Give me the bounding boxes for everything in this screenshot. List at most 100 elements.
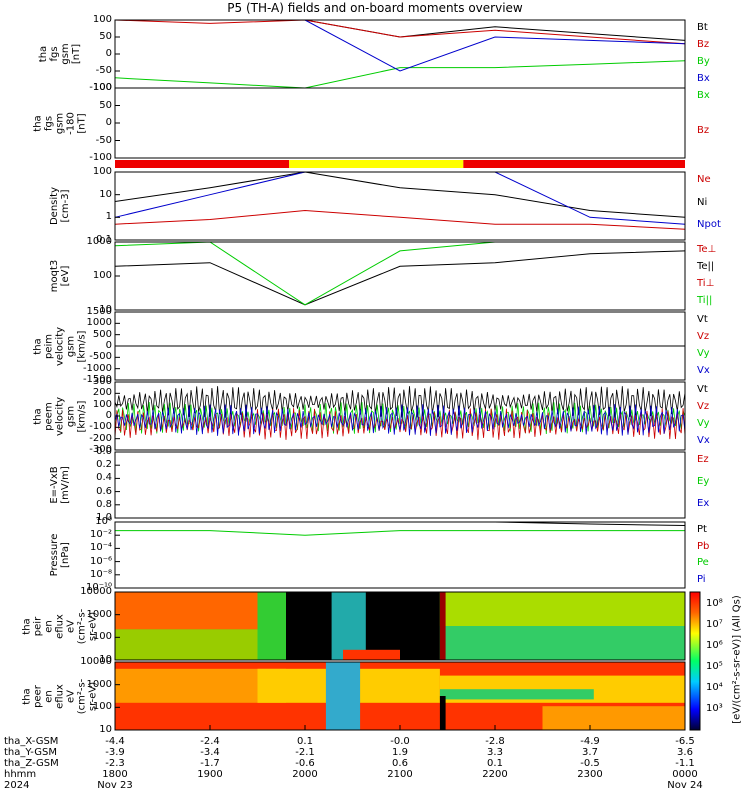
y-tick-label: 100	[92, 701, 112, 713]
legend-Ti⊥: Ti⊥	[697, 278, 715, 289]
y-tick-label: 10000	[80, 656, 112, 667]
colorbar-tick: 10⁵	[706, 661, 723, 672]
legend-Vx: Vx	[697, 435, 710, 446]
y-tick-label: 10	[99, 188, 112, 200]
panel-ylabel: tha peer en eflux eV (cm²-s- sr-eV)	[21, 678, 99, 714]
panel-ylabel: moqt3 [eV]	[49, 259, 71, 293]
spectrogram-cell	[439, 696, 446, 730]
legend-Vz: Vz	[697, 401, 710, 412]
legend-Npot: Npot	[697, 219, 721, 231]
y-tick-label: 10⁻¹⁰	[85, 582, 112, 593]
y-tick-label: 10	[99, 724, 112, 735]
colorbar-tick: 10⁷	[706, 619, 723, 630]
y-tick-label: 500	[92, 328, 112, 340]
y-tick-label: 1	[105, 211, 112, 223]
y-tick-label: -100	[89, 152, 112, 163]
y-tick-label: 0.4	[96, 472, 112, 484]
spectrogram-cell	[115, 629, 258, 660]
spectrogram-cell	[439, 689, 594, 700]
y-tick-label: -1500	[82, 374, 112, 385]
series-line-Ne	[114, 209, 686, 230]
footer-value: Nov 24	[667, 780, 703, 791]
panel-ylabel: Pressure [nPa]	[49, 533, 71, 577]
footer-value: -0.6	[295, 758, 315, 769]
series-line-Te||	[114, 250, 686, 306]
velocity-trace	[114, 386, 686, 418]
panel-ylabel: tha fgs gsm [nT]	[38, 43, 82, 65]
footer-value: -2.1	[295, 747, 315, 758]
panel-frame-pressure	[114, 521, 686, 589]
y-tick-label: -50	[95, 134, 112, 146]
panel-ylabel: Density [cm-3]	[49, 186, 71, 226]
panel-frame-peir	[114, 591, 686, 661]
y-tick-label: 0	[105, 340, 112, 351]
footer-value: -1.1	[675, 758, 695, 769]
legend-Bt: Bt	[697, 22, 708, 33]
velocity-trace	[114, 404, 686, 436]
mode-bar-segment	[115, 160, 290, 168]
footer-label: hhmm	[4, 769, 37, 780]
y-tick-label: 10⁰	[95, 516, 112, 527]
footer-label: 2024	[4, 780, 30, 791]
footer-value: 0.1	[297, 736, 313, 747]
y-tick-label: 50	[99, 99, 112, 111]
y-tick-label: 1500	[86, 306, 112, 317]
y-tick-label: 0	[105, 48, 112, 59]
legend-Pe: Pe	[697, 557, 709, 568]
series-line-Pt	[115, 521, 686, 526]
y-tick-label: -100	[89, 421, 112, 433]
spectrogram-cell	[343, 649, 400, 660]
legend-Vy: Vy	[697, 348, 710, 359]
legend-Ti||: Ti||	[697, 295, 713, 306]
panel-frame-temp	[114, 241, 686, 311]
colorbar-tick: 10⁶	[706, 640, 723, 651]
footer-label: tha_X-GSM	[4, 736, 59, 747]
spectrogram-cell	[439, 592, 446, 660]
legend-Te⊥: Te⊥	[697, 244, 717, 255]
colorbar-label: [eV/(cm²-s-sr-eV)] (All Qs)	[731, 595, 743, 724]
y-tick-label: 100	[92, 14, 112, 25]
series-line-Bz	[114, 19, 686, 45]
y-tick-label: 100	[92, 270, 112, 281]
panel-ylabel: E=-VxB [mV/m]	[49, 466, 71, 504]
y-tick-label: -200	[89, 432, 112, 444]
series-line-Npot	[114, 171, 686, 225]
panel-frame-efield	[114, 451, 686, 519]
legend-Ez: Ez	[697, 454, 709, 465]
footer-value: 1800	[102, 769, 128, 780]
y-tick-label: -1000	[82, 362, 112, 374]
footer-value: -2.8	[485, 736, 505, 747]
panel-frame-fgs	[114, 19, 686, 89]
legend-Te||: Te||	[697, 261, 715, 272]
mode-bar-segment	[289, 160, 464, 168]
y-tick-label: 0.6	[96, 485, 112, 497]
footer-value: -3.9	[105, 747, 125, 758]
y-tick-label: 10⁻⁸	[89, 568, 112, 580]
legend-Pi: Pi	[697, 573, 706, 585]
footer-label: tha_Y-GSM	[4, 747, 58, 758]
colorbar-tick: 10⁴	[706, 682, 723, 693]
y-tick-label: -50	[95, 65, 112, 76]
y-tick-label: -300	[89, 444, 112, 455]
y-tick-label: 10	[99, 304, 112, 315]
footer-value: 2300	[577, 769, 603, 780]
y-tick-label: 1000	[86, 236, 112, 247]
legend-Vz: Vz	[697, 331, 710, 342]
footer-value: 2200	[482, 769, 508, 780]
legend-Ni: Ni	[697, 196, 708, 208]
footer-value: 0000	[672, 769, 698, 780]
footer-value: 3.3	[487, 747, 503, 758]
y-tick-label: 10	[99, 654, 112, 665]
footer-value: -4.4	[105, 736, 125, 747]
spectrogram-cell	[439, 592, 685, 626]
legend-Pb: Pb	[697, 540, 710, 552]
colorbar-tick: 10³	[706, 703, 723, 714]
y-tick-label: -500	[89, 351, 112, 363]
panel-ylabel: tha peem velocity gsm [km/s]	[32, 396, 88, 436]
y-tick-label: 10⁻⁴	[89, 542, 112, 554]
mode-bar-segment	[463, 160, 685, 168]
panel-ylabel: tha peim velocity gsm [km/s]	[32, 326, 88, 366]
footer-value: -2.4	[200, 736, 220, 747]
y-tick-label: 1000	[86, 678, 112, 690]
